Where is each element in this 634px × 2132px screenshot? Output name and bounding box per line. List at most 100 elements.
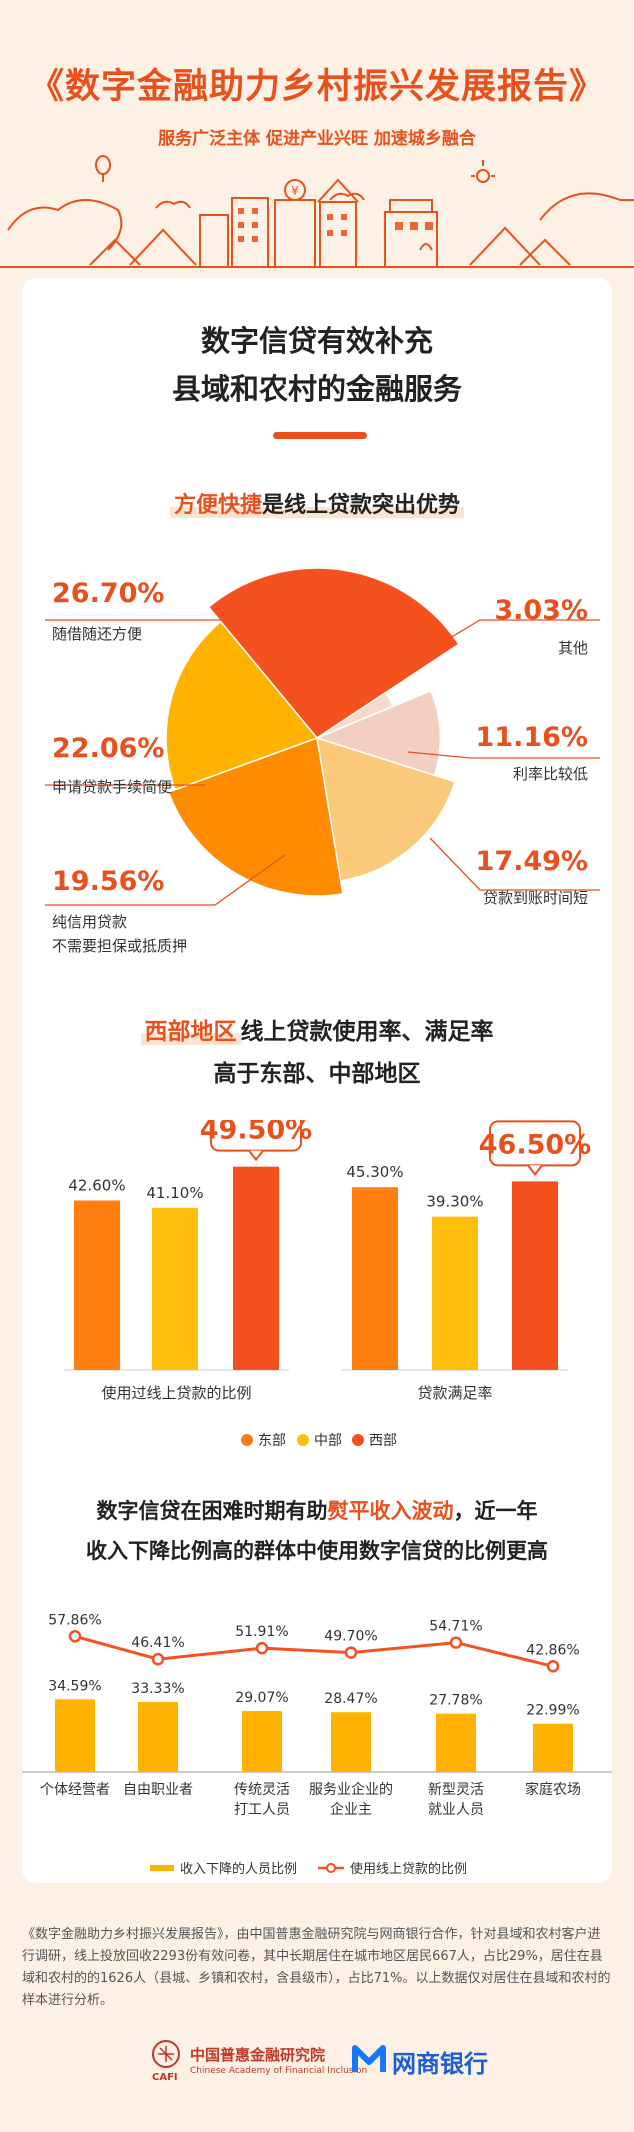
line-value-label: 51.91% [235,1624,288,1640]
category-label: 打工人员 [234,1801,290,1818]
pie-label-1: 随借随还方便 [52,625,143,643]
line-value-label: 46.41% [131,1635,184,1651]
bar-东部-2 [352,1187,398,1370]
section3-title-line2: 收入下降比例高的群体中使用数字信贷的比例更高 [86,1539,548,1563]
pie-pct-4: 17.49% [475,846,588,877]
section3-title-line1: 数字信贷在困难时期有助熨平收入波动，近一年 [0,1495,634,1525]
bar-西部-2 [512,1181,558,1370]
bar-value-label: 39.30% [426,1193,483,1211]
pie-label-5: 申请贷款手续简便 [52,778,173,796]
section2-title-rest: 线上贷款使用率、满足率 [240,1019,494,1045]
bar-value-label: 41.10% [146,1184,203,1202]
bubble-pointer [527,1164,543,1176]
section3-title-emphasis: 熨平收入波动 [327,1499,454,1523]
mybank-name: 网商银行 [392,2050,488,2078]
income-bar-5 [436,1713,476,1772]
line-series [74,1634,554,1668]
cafi-english-name: Chinese Academy of Financial Inclusion [190,2066,368,2076]
line-point-4 [344,1646,358,1659]
pie-label-6b: 不需要担保或抵质押 [52,937,188,955]
section2-title-line2: 高于东部、中部地区 [213,1061,421,1087]
legend-label: 东部 [258,1433,286,1449]
bar-中部-2 [432,1216,478,1370]
bar-value-label: 33.33% [131,1681,184,1697]
bar-value-label: 29.07% [235,1690,288,1706]
bar-东部-1 [74,1200,120,1370]
category-label: 传统灵活 [234,1782,290,1798]
legend-label: 使用线上贷款的比例 [350,1861,467,1877]
pie-label-6a: 纯信用贷款 [52,913,128,931]
legend-dot [352,1434,364,1446]
income-bar-4 [331,1712,371,1772]
cafi-logo-icon [152,2040,180,2068]
report-title: 《数字金融助力乡村振兴发展报告》 [28,67,605,107]
mybank-logo-icon [352,2045,386,2072]
legend-dot [297,1434,309,1446]
value-bubble [489,1120,581,1167]
line-point-1 [68,1630,82,1643]
legend-bar-swatch [150,1865,174,1871]
income-bar-1 [55,1699,95,1772]
pie-pct-1: 26.70% [52,578,165,609]
bar-value-label: 45.30% [346,1163,403,1181]
category-label: 服务业企业的 [309,1781,393,1798]
pie-title-emphasis: 方便快捷 [173,493,262,518]
line-value-label: 49.70% [324,1629,377,1645]
bar-中部-1 [152,1207,198,1370]
section2-title-emphasis: 西部地区 [144,1019,237,1045]
income-bar-6 [533,1723,573,1772]
legend-dot [241,1434,253,1446]
pie-pct-2: 3.03% [494,595,588,626]
pie-label-2: 其他 [557,639,588,657]
pie-slice-3 [314,689,442,777]
legend-label: 中部 [314,1433,342,1449]
legend-label: 收入下降的人员比例 [180,1861,297,1877]
pie-slice-4 [316,736,456,882]
line-point-2 [151,1652,165,1666]
svg-text:¥: ¥ [291,184,299,198]
bar-value-label: 49.50% [200,1120,312,1146]
income-bar-2 [138,1702,178,1772]
line-value-label: 57.86% [48,1612,101,1628]
income-bar-3 [242,1710,282,1772]
group-label: 使用过线上贷款的比例 [101,1384,251,1402]
pie-slice-1 [207,567,460,739]
content-card [22,278,612,1883]
legend-label: 西部 [369,1433,397,1449]
line-point-6 [546,1660,560,1673]
group-label: 贷款满足率 [417,1384,492,1402]
bar-value-label: 28.47% [324,1691,377,1707]
line-value-label: 42.86% [526,1642,579,1658]
category-label: 个体经营者 [40,1782,110,1798]
pie-title-rest: 是线上贷款突出优势 [262,493,461,518]
line-point-5 [449,1636,463,1649]
region-bar-chart: 42.60% 41.10% 49.50% 使用过线上贷款的比例 45.30% 39.30%… [64,1120,591,1449]
bar-value-label: 46.50% [479,1129,591,1160]
section1-title-line1: 数字信贷有效补充 [200,324,433,358]
section3-title-post: ，近一年 [453,1499,538,1523]
pie-pct-5: 22.06% [52,733,165,764]
bar-value-label: 34.59% [48,1678,101,1694]
village-illustration: ¥ [0,155,634,268]
pie-label-3: 利率比较低 [512,765,588,783]
category-label: 新型灵活 [428,1782,484,1798]
cafi-abbr: CAFI [152,2072,178,2083]
pie-chart-title: 方便快捷是线上贷款突出优势 [0,487,634,519]
bar-value-label: 22.99% [526,1703,579,1719]
category-label: 家庭农场 [525,1781,581,1798]
bar-西部-1 [233,1166,279,1370]
bar-value-label: 42.60% [68,1176,125,1194]
footer-note: 《数字金融助力乡村振兴发展报告》，由中国普惠金融研究院与网商银行合作，针对县域和… [22,1927,611,2008]
category-label: 就业人员 [428,1802,484,1818]
section3-title-pre: 数字信贷在困难时期有助 [96,1499,328,1523]
report-subtitle: 服务广泛主体 促进产业兴旺 加速城乡融合 [158,129,476,149]
pie-pct-6: 19.56% [52,866,165,897]
line-point-3 [255,1641,269,1655]
pie-label-4: 贷款到账时间短 [482,889,588,907]
income-combo-chart: 34.59% 33.33% 29.07% 28.47% 27.78% 22.99% 57.8… [22,1612,612,1877]
legend-line-marker [326,1863,336,1873]
title-underline [273,432,367,439]
section2-title-line1: 西部地区 线上贷款使用率、满足率 [0,1012,634,1046]
bubble-pointer [248,1150,264,1162]
pie-slice-5 [167,736,344,897]
